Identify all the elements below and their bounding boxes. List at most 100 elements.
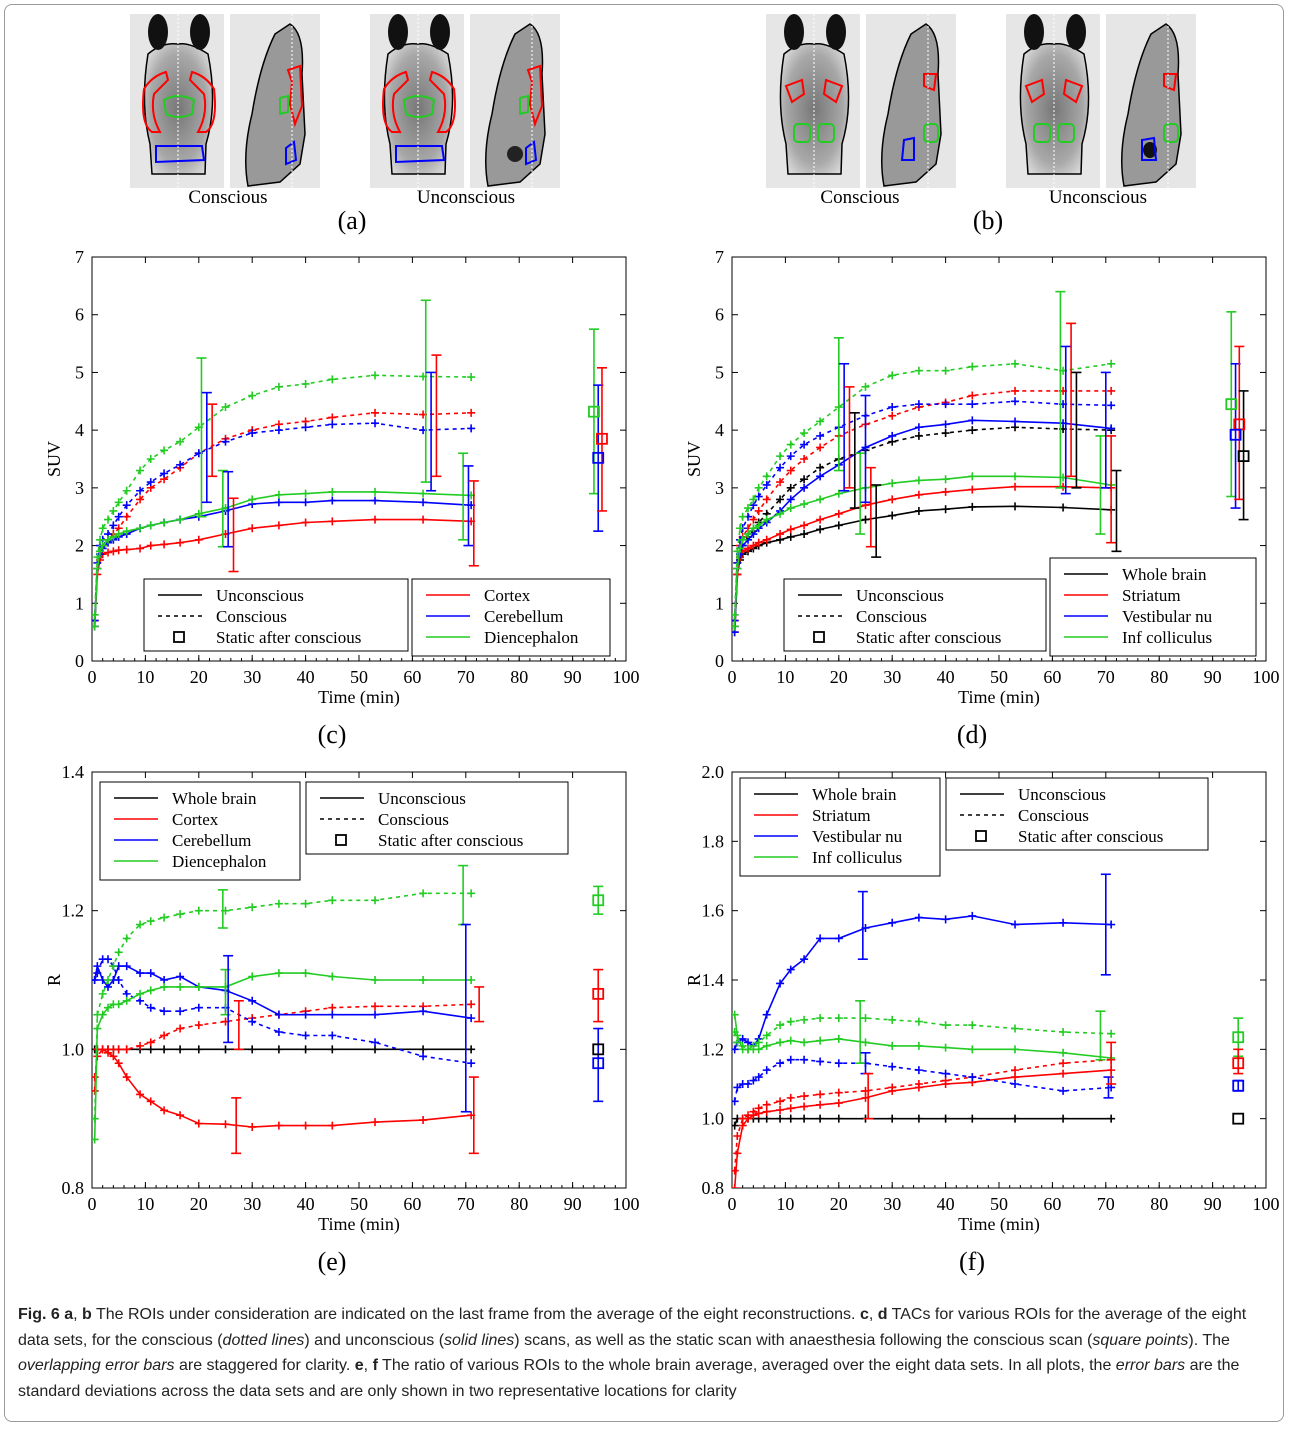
data-point bbox=[371, 976, 380, 984]
data-point bbox=[274, 490, 283, 499]
data-point bbox=[274, 1010, 283, 1019]
data-point bbox=[834, 1088, 843, 1097]
data-point bbox=[762, 1100, 771, 1109]
data-point bbox=[800, 1015, 809, 1024]
data-point bbox=[122, 996, 131, 1005]
data-point bbox=[467, 424, 476, 433]
legend-style-label: Static after conscious bbox=[1018, 827, 1163, 846]
data-point bbox=[194, 535, 203, 544]
legend-region-label: Vestibular nu bbox=[812, 827, 903, 846]
data-point bbox=[114, 1045, 123, 1054]
data-point bbox=[274, 426, 283, 435]
data-point bbox=[1059, 1048, 1068, 1057]
data-point bbox=[968, 400, 977, 409]
data-point bbox=[786, 532, 795, 541]
data-point bbox=[176, 982, 185, 991]
data-point bbox=[786, 504, 795, 513]
chart-c: 0 10 20 30 40 50 60 70 80 90 100 0 1 2 3 4 5 6 7 Time (min)… bbox=[0, 245, 646, 765]
data-point bbox=[371, 1038, 380, 1047]
data-point bbox=[176, 1007, 185, 1016]
data-point bbox=[146, 478, 155, 487]
data-point bbox=[968, 1114, 977, 1123]
data-point bbox=[221, 1120, 230, 1129]
data-point bbox=[861, 382, 870, 391]
data-point bbox=[248, 524, 257, 533]
data-point bbox=[888, 1114, 897, 1123]
data-point bbox=[732, 1184, 739, 1188]
caption-p3e: e bbox=[354, 1357, 364, 1374]
data-point bbox=[762, 1031, 771, 1040]
data-point bbox=[221, 1045, 230, 1054]
x-tick-label: 0 bbox=[88, 1194, 97, 1214]
static-point bbox=[592, 894, 605, 907]
data-point bbox=[371, 1118, 380, 1127]
data-point bbox=[1011, 397, 1020, 406]
caption-p1a: a bbox=[64, 1306, 74, 1323]
data-point bbox=[160, 976, 169, 984]
caption-p2d: d bbox=[877, 1306, 888, 1323]
data-point bbox=[109, 506, 118, 515]
y-tick-label: 3 bbox=[715, 478, 724, 498]
series-line-diencephalon-solid bbox=[93, 972, 472, 1140]
data-point bbox=[1011, 502, 1020, 511]
data-point bbox=[732, 1121, 739, 1130]
y-tick-label: 6 bbox=[715, 305, 724, 325]
data-point bbox=[834, 1099, 843, 1108]
panel-letter-e: (e) bbox=[318, 1247, 347, 1276]
data-point bbox=[776, 478, 785, 487]
static-point bbox=[592, 987, 605, 1000]
caption-t4: ) scans, as well as the static scan with… bbox=[514, 1331, 1093, 1349]
chart-c-svg: 0 10 20 30 40 50 60 70 80 90 100 0 1 2 3 4 5 6 7 Time (min)… bbox=[44, 247, 640, 749]
x-tick-label: 50 bbox=[350, 1194, 368, 1214]
x-tick-label: 90 bbox=[564, 1194, 582, 1214]
data-point bbox=[914, 431, 923, 440]
data-point bbox=[104, 548, 113, 557]
data-point bbox=[968, 416, 977, 425]
data-point bbox=[146, 541, 155, 550]
data-point bbox=[738, 535, 747, 544]
data-point bbox=[861, 515, 870, 524]
y-axis-label: R bbox=[684, 974, 704, 986]
data-point bbox=[749, 1107, 758, 1116]
legend-style-label: Static after conscious bbox=[378, 831, 523, 850]
data-point bbox=[146, 969, 155, 978]
data-point bbox=[419, 976, 428, 984]
caption-sep3: , bbox=[363, 1357, 373, 1374]
caption-t3: ) and unconscious ( bbox=[304, 1331, 445, 1349]
data-point bbox=[786, 965, 795, 974]
legend-region-box bbox=[411, 578, 611, 657]
legend-region-label: Cerebellum bbox=[484, 607, 563, 626]
x-tick-label: 30 bbox=[243, 1194, 261, 1214]
x-tick-label: 100 bbox=[1253, 667, 1280, 687]
caption-t5: ). The bbox=[1188, 1331, 1230, 1349]
data-point bbox=[1011, 386, 1020, 395]
x-tick-label: 40 bbox=[937, 667, 955, 687]
y-tick-label: 1.6 bbox=[702, 901, 725, 921]
legend-region-label: Inf colliculus bbox=[1122, 628, 1212, 647]
legend-region-label: Diencephalon bbox=[484, 628, 579, 647]
data-point bbox=[732, 1045, 739, 1054]
data-point bbox=[754, 1104, 763, 1113]
data-point bbox=[221, 403, 230, 412]
data-point bbox=[194, 1021, 203, 1030]
data-point bbox=[136, 544, 145, 553]
data-point bbox=[136, 996, 145, 1005]
data-point bbox=[176, 538, 185, 547]
static-point bbox=[596, 432, 608, 445]
data-point bbox=[248, 495, 257, 504]
data-point bbox=[800, 440, 809, 449]
data-point bbox=[160, 469, 169, 478]
data-point bbox=[786, 1114, 795, 1123]
x-tick-label: 60 bbox=[403, 667, 421, 687]
data-point bbox=[749, 495, 758, 504]
data-point bbox=[888, 1083, 897, 1092]
data-point bbox=[136, 1041, 145, 1050]
data-point bbox=[744, 1045, 753, 1054]
data-point bbox=[800, 455, 809, 463]
data-point bbox=[776, 1038, 785, 1047]
data-point bbox=[274, 969, 283, 978]
data-point bbox=[104, 976, 113, 984]
data-point bbox=[176, 1045, 185, 1054]
data-point bbox=[941, 915, 950, 924]
data-point bbox=[816, 1014, 825, 1023]
